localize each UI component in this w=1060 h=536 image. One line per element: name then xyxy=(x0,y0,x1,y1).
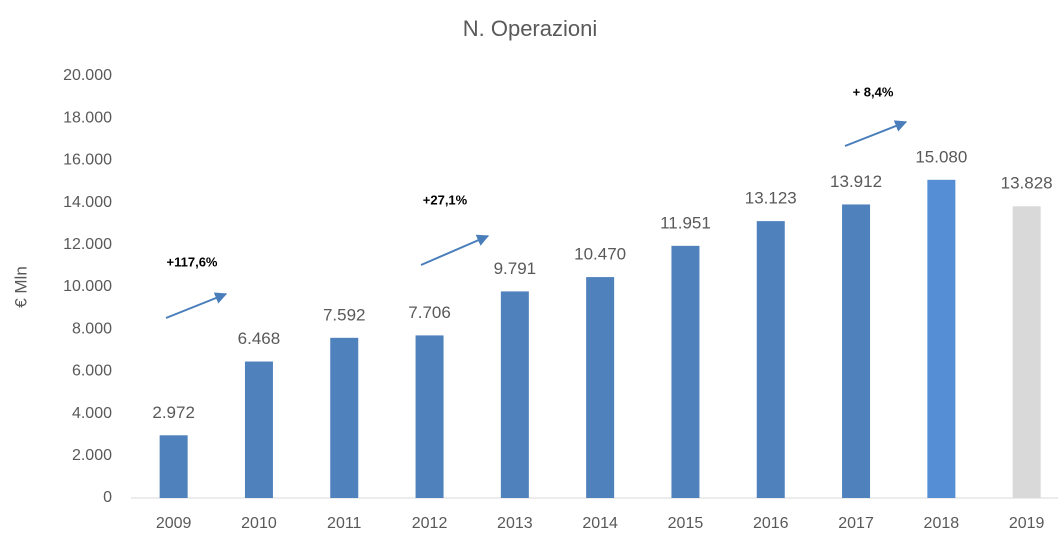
x-tick-label: 2015 xyxy=(668,515,704,532)
y-tick-label: 2.000 xyxy=(72,447,112,464)
value-label: 7.706 xyxy=(408,303,451,322)
value-label: 13.828 xyxy=(1001,174,1053,193)
x-tick-label: 2014 xyxy=(582,515,618,532)
y-tick-label: 10.000 xyxy=(63,278,112,295)
x-tick-label: 2019 xyxy=(1009,515,1045,532)
value-label: 15.080 xyxy=(915,147,967,166)
y-tick-label: 14.000 xyxy=(63,194,112,211)
arrow xyxy=(420,234,490,266)
bar xyxy=(500,291,529,498)
bar xyxy=(415,335,444,498)
y-tick-label: 0 xyxy=(103,489,112,506)
y-tick-label: 20.000 xyxy=(63,67,112,84)
arrow xyxy=(844,120,908,147)
bar xyxy=(927,179,956,498)
y-tick-label: 16.000 xyxy=(63,152,112,169)
bar xyxy=(244,361,273,498)
y-tick-label: 12.000 xyxy=(63,236,112,253)
value-label: 6.468 xyxy=(238,329,281,348)
bar xyxy=(756,221,785,498)
y-tick-label: 18.000 xyxy=(63,109,112,126)
value-label: 9.791 xyxy=(494,259,537,278)
chart-title: N. Operazioni xyxy=(463,16,598,41)
x-tick-label: 2018 xyxy=(924,515,960,532)
x-tick-label: 2010 xyxy=(241,515,277,532)
x-tick-label: 2017 xyxy=(838,515,874,532)
annotation: +117,6% xyxy=(167,254,218,269)
y-axis-label: € Mln xyxy=(11,266,30,308)
annotation: + 8,4% xyxy=(853,84,894,99)
value-label: 10.470 xyxy=(574,245,626,264)
bar xyxy=(1012,206,1041,499)
y-tick-label: 8.000 xyxy=(72,320,112,337)
value-label: 13.123 xyxy=(745,189,797,208)
bar xyxy=(842,204,871,499)
x-tick-label: 2011 xyxy=(327,515,362,532)
value-label: 2.972 xyxy=(152,403,195,422)
arrow xyxy=(165,292,228,319)
bar xyxy=(586,277,615,498)
bar xyxy=(671,245,700,498)
bar xyxy=(159,435,188,498)
value-label: 11.951 xyxy=(660,213,711,232)
annotation: +27,1% xyxy=(423,192,468,207)
y-tick-label: 4.000 xyxy=(72,405,112,422)
x-tick-label: 2013 xyxy=(497,515,533,532)
x-tick-label: 2009 xyxy=(156,515,192,532)
x-tick-label: 2016 xyxy=(753,515,789,532)
value-label: 7.592 xyxy=(323,305,366,324)
x-tick-label: 2012 xyxy=(412,515,448,532)
value-label: 13.912 xyxy=(830,172,882,191)
y-tick-label: 6.000 xyxy=(72,363,112,380)
bar xyxy=(330,337,359,498)
